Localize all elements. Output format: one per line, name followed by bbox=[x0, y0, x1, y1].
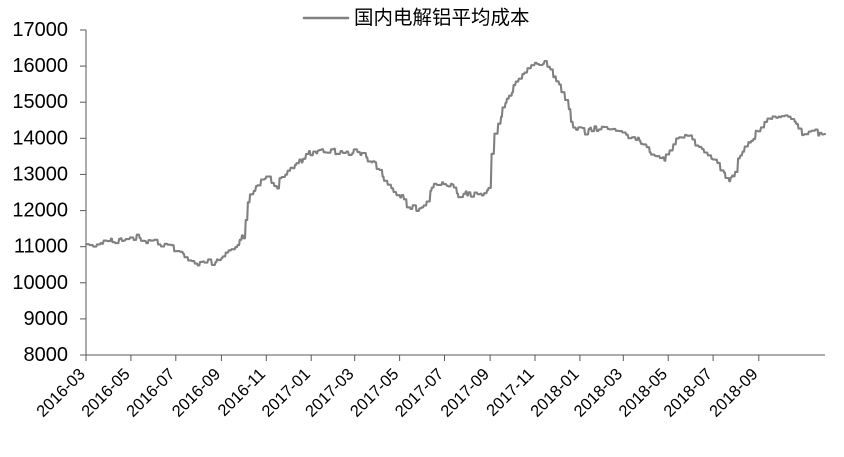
svg-text:12000: 12000 bbox=[12, 200, 68, 222]
svg-text:15000: 15000 bbox=[12, 91, 68, 113]
svg-text:11000: 11000 bbox=[14, 236, 68, 258]
svg-text:国内电解铝平均成本: 国内电解铝平均成本 bbox=[354, 7, 530, 29]
svg-text:9000: 9000 bbox=[24, 308, 69, 330]
svg-text:16000: 16000 bbox=[12, 55, 68, 77]
svg-text:17000: 17000 bbox=[12, 19, 68, 41]
svg-text:8000: 8000 bbox=[24, 344, 69, 366]
svg-text:14000: 14000 bbox=[12, 127, 68, 149]
svg-text:10000: 10000 bbox=[12, 272, 68, 294]
svg-text:13000: 13000 bbox=[12, 163, 68, 185]
